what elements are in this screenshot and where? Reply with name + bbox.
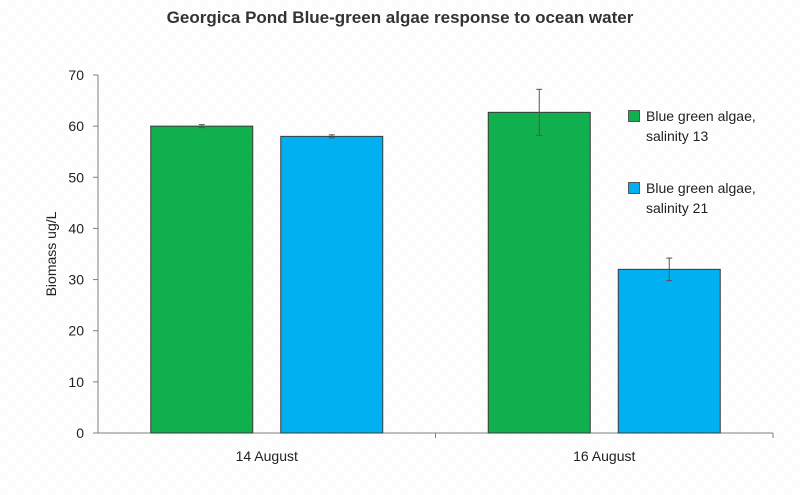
x-category-label: 14 August [236,448,298,464]
legend-label-salinity-13: Blue green algae, salinity 13 [646,108,756,144]
y-tick-label: 40 [68,220,84,236]
y-tick-label: 20 [68,323,84,339]
bar-salinity-21-16-august [617,268,721,434]
y-tick-label: 60 [68,118,84,134]
bar-salinity-21-14-august [280,135,384,434]
y-tick-label: 50 [68,169,84,185]
bar-salinity-13-16-august [487,111,591,434]
y-tick-label: 0 [76,425,84,441]
legend-swatch-salinity-21 [628,182,640,194]
bar-salinity-13-14-august [150,125,254,434]
x-category-label: 16 August [573,448,635,464]
y-tick-label: 30 [68,272,84,288]
chart-title: Georgica Pond Blue-green algae response … [166,8,634,27]
y-axis-label: Biomass ug/L [43,211,59,296]
legend-swatch-salinity-13 [628,110,640,122]
y-tick-label: 70 [68,67,84,83]
legend-label-salinity-21: Blue green algae, salinity 21 [646,180,756,216]
y-tick-label: 10 [68,374,84,390]
